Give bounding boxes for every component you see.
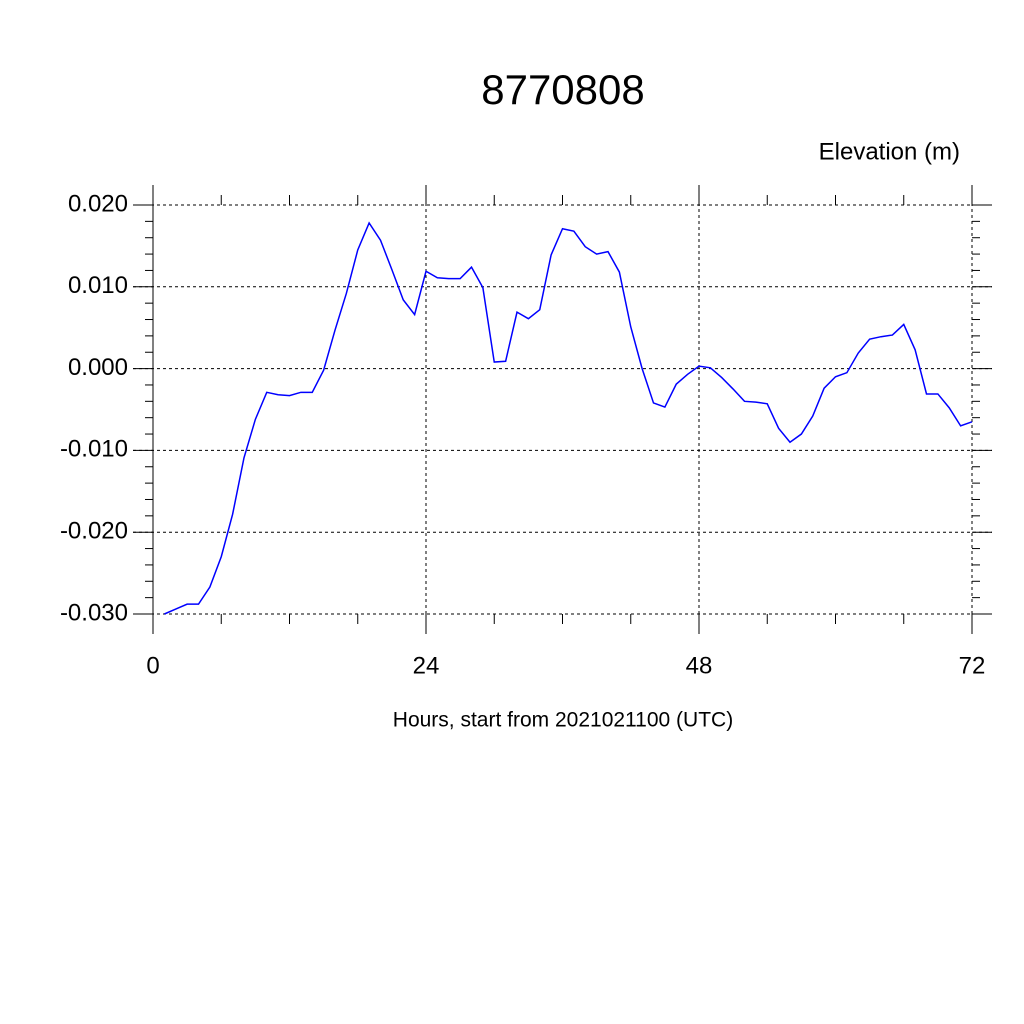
x-tick-label: 48 [686,652,713,679]
x-tick-label: 0 [146,652,159,679]
x-tick-label: 72 [959,652,986,679]
chart-title: 8770808 [481,66,645,113]
y-tick-label: -0.020 [60,518,128,545]
y-tick-label: -0.030 [60,599,128,626]
y-axis-label: Elevation (m) [819,138,960,165]
x-tick-label: 24 [413,652,440,679]
y-tick-label: 0.020 [68,190,128,217]
y-tick-label: 0.010 [68,272,128,299]
data-line [164,221,973,615]
y-tick-label: -0.010 [60,436,128,463]
x-axis-label: Hours, start from 2021021100 (UTC) [393,709,733,732]
y-tick-label: 0.000 [68,354,128,381]
